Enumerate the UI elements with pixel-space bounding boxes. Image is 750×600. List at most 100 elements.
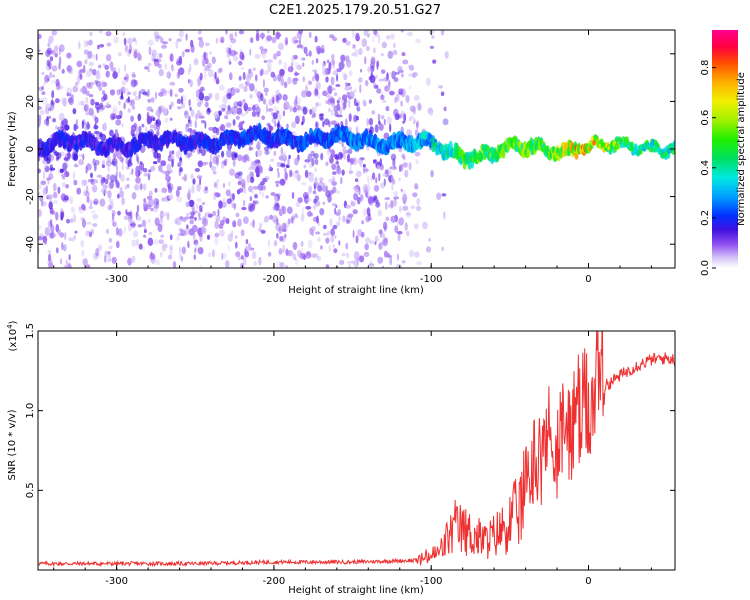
spectrogram-cell [300, 182, 307, 186]
spectrogram-cell [350, 199, 353, 206]
spectrogram-cell [276, 167, 279, 173]
spectrogram-y-ticks: -40 -20 0 20 40 [25, 47, 675, 252]
spectrogram-cell [58, 44, 65, 53]
spectrogram-cell [350, 201, 356, 207]
spectrogram-cell [331, 163, 337, 170]
spectrogram-cell [45, 158, 51, 165]
spectrogram-cell [79, 74, 83, 81]
spectrogram-cell [146, 106, 153, 112]
spectrogram-cell [364, 243, 370, 251]
spectrogram-cell [99, 102, 104, 110]
spectrogram-cell [295, 95, 298, 105]
spectrogram-cell [257, 258, 262, 264]
colorbar-tick-label: 0.0 [700, 260, 711, 276]
spectrogram-cell [108, 198, 114, 204]
spectrogram-cell [141, 123, 145, 128]
spectrogram-cell [391, 183, 394, 191]
spectrogram-cell [300, 213, 305, 222]
spectrogram-cell [161, 243, 167, 252]
spectrogram-cell [115, 165, 119, 171]
spectrogram-cell [49, 164, 54, 169]
spectrogram-cell [139, 162, 145, 171]
spectrogram-cell [401, 153, 405, 159]
spectrogram-cell [440, 91, 445, 97]
spectrogram-cell [303, 46, 308, 54]
spectrogram-cell [342, 71, 346, 77]
spectrogram-cell [352, 30, 355, 39]
spectrogram-cell [269, 158, 275, 163]
spectrogram-cell [273, 150, 277, 157]
spectrogram-cell [103, 122, 107, 132]
spectrogram-cell [249, 196, 253, 202]
spectrogram-cell [294, 157, 299, 166]
spectrogram-cell [320, 44, 325, 54]
spectrogram-cell [178, 55, 183, 65]
spectrogram-cell [337, 151, 343, 160]
spectrogram-cell [62, 244, 67, 252]
spectrogram-cell [355, 35, 361, 42]
spectrogram-cell [63, 157, 69, 161]
x-tick-label: -300 [105, 576, 128, 587]
spectrogram-cell [227, 244, 230, 252]
spectrogram-cell [197, 212, 201, 218]
spectrogram-cell [249, 83, 255, 92]
spectrogram-cell [194, 168, 200, 172]
spectrogram-cell [320, 245, 323, 250]
spectrogram-cell [111, 210, 116, 217]
spectrogram-cell [414, 251, 420, 258]
spectrogram-cell [254, 159, 261, 164]
spectrogram-cell [204, 161, 209, 165]
spectrogram-cell [633, 143, 638, 150]
spectrogram-cell [345, 118, 348, 127]
spectrogram-cell [322, 90, 328, 97]
spectrogram-cell [123, 225, 126, 235]
spectrogram-cell [88, 107, 94, 116]
spectrogram-cell [260, 68, 264, 76]
spectrogram-cell [243, 216, 249, 225]
spectrogram-cell [296, 64, 302, 71]
spectrogram-cell [150, 165, 156, 172]
spectrogram-cell [402, 120, 405, 124]
spectrogram-cell [119, 190, 124, 198]
spectrogram-cell [150, 97, 155, 103]
spectrogram-cell [293, 40, 300, 43]
spectrogram-cell [167, 183, 171, 190]
spectrogram-cell [99, 252, 102, 260]
spectrogram-cell [307, 80, 313, 86]
spectrogram-cell [66, 218, 70, 224]
spectrogram-cell [357, 229, 363, 237]
spectrogram-cell [378, 229, 383, 235]
spectrogram-cell [352, 44, 356, 49]
spectrogram-cell [49, 219, 53, 227]
spectrogram-cell [209, 160, 213, 168]
spectrogram-cell [363, 30, 368, 36]
spectrogram-cell [38, 106, 42, 110]
spectrogram-cell [256, 111, 260, 118]
spectrogram-cell [101, 81, 108, 88]
spectrogram-cell [331, 53, 335, 61]
spectrogram-cell [131, 168, 134, 175]
spectrogram-cell [48, 253, 52, 262]
spectrogram-cell [292, 241, 298, 251]
spectrogram-cell [315, 102, 319, 107]
spectrogram-cell [177, 106, 182, 110]
spectrogram-cell [138, 243, 143, 250]
spectrogram-cell [146, 115, 153, 125]
spectrogram-cell [382, 221, 388, 230]
spectrogram-cell [78, 154, 84, 157]
spectrogram-cell [317, 93, 321, 100]
spectrogram-cell [214, 232, 220, 238]
spectrogram-cell [73, 153, 79, 161]
spectrogram-cell [394, 96, 397, 104]
spectrogram-cell [239, 51, 245, 60]
spectrogram-cell [290, 62, 294, 69]
spectrogram-cell [99, 132, 103, 138]
spectrogram-cell [61, 173, 66, 178]
spectrogram-cell [150, 109, 154, 113]
spectrogram-cell [292, 212, 296, 216]
spectrogram-cell [265, 195, 269, 199]
spectrogram-cell [193, 58, 199, 66]
spectrogram-cell [243, 102, 248, 112]
spectrogram-cell [194, 120, 198, 129]
spectrogram-cell [212, 171, 217, 175]
